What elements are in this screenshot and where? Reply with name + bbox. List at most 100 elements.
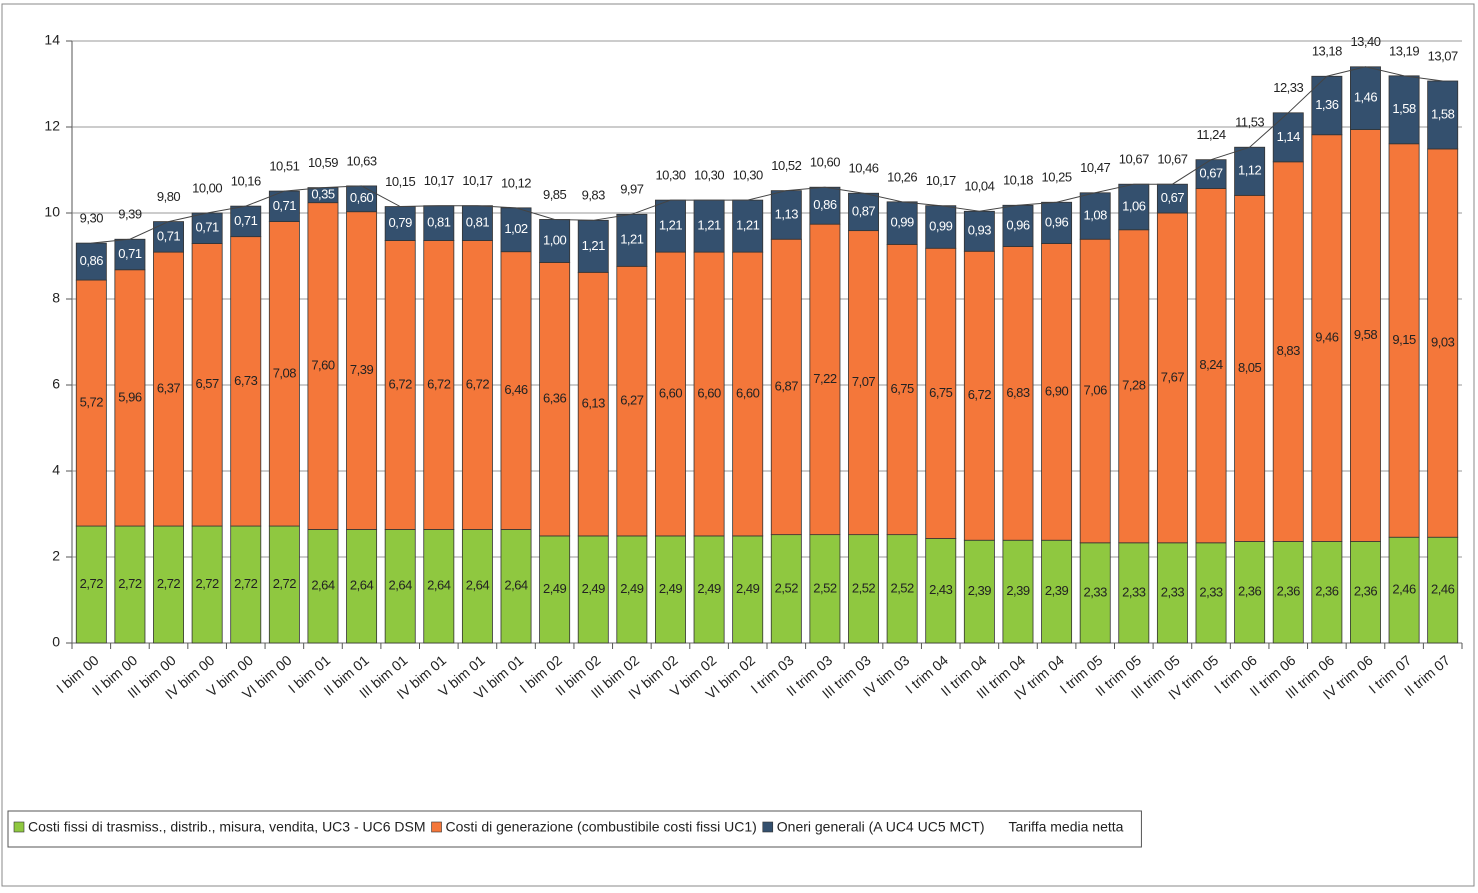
value-label: 0,71 — [273, 198, 297, 213]
value-label: 7,28 — [1122, 378, 1146, 393]
value-label: 10,16 — [231, 174, 261, 189]
value-label: 6,60 — [697, 385, 721, 400]
value-label: 2,33 — [1122, 584, 1146, 599]
value-label: 6,75 — [929, 385, 953, 400]
legend-label: Costi di generazione (combustibile costi… — [446, 819, 757, 835]
value-label: 10,17 — [926, 173, 956, 188]
y-tick-label: 2 — [52, 548, 60, 564]
value-label: 7,22 — [813, 371, 837, 386]
value-label: 11,24 — [1196, 127, 1225, 142]
value-label: 1,36 — [1315, 97, 1339, 112]
value-label: 0,96 — [1006, 217, 1030, 232]
value-label: 2,33 — [1161, 584, 1185, 599]
y-tick-label: 6 — [52, 376, 60, 392]
value-label: 9,80 — [157, 189, 181, 204]
bar-segment — [268, 190, 300, 223]
bar-segment — [1002, 246, 1034, 541]
value-label: 6,27 — [620, 393, 644, 408]
value-label: 6,83 — [1006, 385, 1030, 400]
y-tick-label: 14 — [44, 32, 60, 48]
value-label: 0,81 — [466, 215, 490, 230]
bar-segment — [1388, 75, 1420, 145]
value-label: 2,52 — [890, 580, 914, 595]
bar-segment — [384, 529, 416, 644]
value-label: 1,00 — [543, 232, 567, 247]
value-label: 2,49 — [582, 581, 606, 596]
value-label: 2,72 — [118, 576, 142, 591]
bar-segment — [539, 535, 571, 644]
value-label: 0,86 — [813, 197, 837, 212]
value-label: 10,51 — [269, 159, 299, 174]
value-label: 7,60 — [311, 358, 335, 373]
value-label: 1,06 — [1122, 198, 1146, 213]
value-label: 2,72 — [195, 576, 219, 591]
value-label: 9,83 — [582, 188, 606, 203]
bar-segment — [461, 205, 493, 241]
bar-segment — [461, 240, 493, 530]
value-label: 10,12 — [501, 175, 531, 190]
legend: Costi fissi di trasmiss., distrib., misu… — [7, 810, 1142, 848]
value-label: 10,63 — [347, 153, 377, 168]
bar-segment — [1156, 542, 1188, 644]
value-label: 5,96 — [118, 389, 142, 404]
bar-segment — [1272, 541, 1304, 644]
value-label: 2,72 — [157, 576, 181, 591]
value-label: 2,36 — [1277, 584, 1301, 599]
value-label: 1,02 — [504, 221, 528, 236]
value-label: 2,39 — [1006, 583, 1030, 598]
bar-segment — [423, 205, 455, 241]
value-label: 1,14 — [1277, 129, 1301, 144]
bar-segment — [500, 207, 532, 253]
bar-segment — [1388, 143, 1420, 538]
value-label: 1,12 — [1238, 163, 1262, 178]
value-label: 10,67 — [1157, 152, 1187, 167]
value-label: 0,87 — [852, 203, 876, 218]
value-label: 1,13 — [775, 206, 799, 221]
bar-segment — [1041, 243, 1073, 541]
bar-segment — [886, 534, 918, 644]
bar-segment — [770, 190, 802, 240]
value-label: 2,33 — [1084, 584, 1108, 599]
value-label: 2,39 — [968, 583, 992, 598]
value-label: 6,46 — [504, 382, 528, 397]
bar-segment — [1427, 80, 1459, 150]
bar-segment — [770, 238, 802, 536]
value-label: 7,07 — [852, 374, 876, 389]
value-label: 6,13 — [582, 396, 606, 411]
bar-segment — [1195, 159, 1227, 189]
value-label: 10,59 — [308, 155, 338, 170]
value-label: 6,37 — [157, 381, 181, 396]
value-label: 0,81 — [427, 215, 451, 230]
value-label: 13,07 — [1428, 48, 1458, 63]
bar-segment — [346, 185, 378, 213]
value-label: 6,36 — [543, 391, 567, 406]
bar-segment — [655, 199, 686, 253]
y-tick-label: 8 — [52, 290, 60, 306]
bar-segment — [1079, 192, 1111, 240]
value-label: 10,00 — [192, 180, 222, 195]
value-label: 2,39 — [1045, 583, 1069, 598]
bar-segment — [616, 213, 648, 267]
value-label: 0,86 — [80, 253, 104, 268]
bar-segment — [1311, 541, 1343, 644]
bar-segment — [1350, 66, 1381, 130]
legend-swatch — [13, 821, 25, 833]
value-label: 9,58 — [1354, 327, 1378, 342]
bar-segment — [1234, 194, 1266, 542]
value-label: 0,35 — [311, 187, 335, 202]
bar-segment — [268, 221, 300, 527]
bar-segment — [1041, 201, 1073, 244]
value-label: 1,08 — [1084, 207, 1108, 222]
bar-segment — [1079, 238, 1111, 544]
value-label: 0,71 — [195, 220, 219, 235]
bar-segment — [307, 202, 339, 530]
value-label: 0,99 — [890, 215, 914, 230]
value-label: 9,46 — [1315, 330, 1339, 345]
bar-segment — [307, 529, 339, 644]
value-label: 2,36 — [1315, 584, 1339, 599]
value-label: 0,79 — [389, 215, 413, 230]
value-label: 2,36 — [1238, 584, 1262, 599]
value-label: 1,46 — [1354, 90, 1378, 105]
value-label: 10,30 — [733, 168, 763, 183]
